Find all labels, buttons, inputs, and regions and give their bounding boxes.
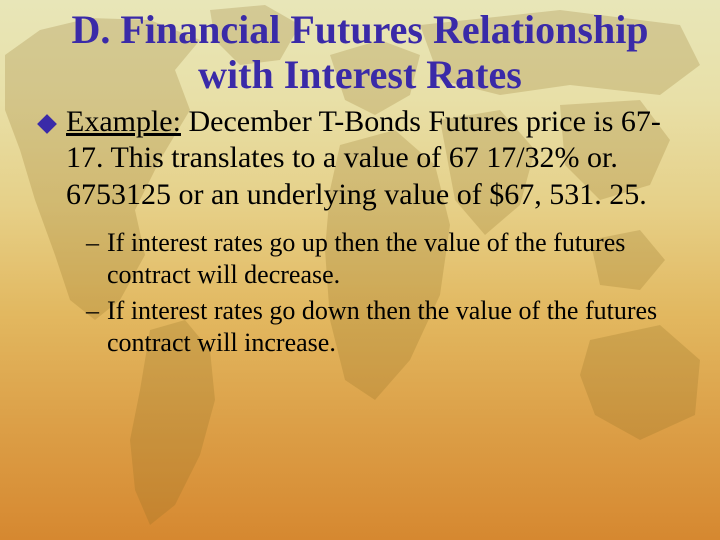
dash-bullet-icon: – (86, 227, 99, 259)
dash-bullet-icon: – (86, 295, 99, 327)
bullet-lead: Example: (66, 105, 181, 138)
slide-title: D. Financial Futures Relationship with I… (54, 8, 666, 98)
sub-item: – If interest rates go up then the value… (86, 227, 696, 290)
diamond-bullet-icon (37, 114, 57, 134)
body-list: Example: December T-Bonds Futures price … (24, 104, 696, 359)
sub-item: – If interest rates go down then the val… (86, 295, 696, 358)
sub-text: If interest rates go up then the value o… (107, 227, 696, 290)
bullet-item: Example: December T-Bonds Futures price … (40, 104, 696, 214)
slide-content: D. Financial Futures Relationship with I… (0, 0, 720, 358)
sub-text: If interest rates go down then the value… (107, 295, 696, 358)
bullet-text: Example: December T-Bonds Futures price … (66, 104, 696, 214)
